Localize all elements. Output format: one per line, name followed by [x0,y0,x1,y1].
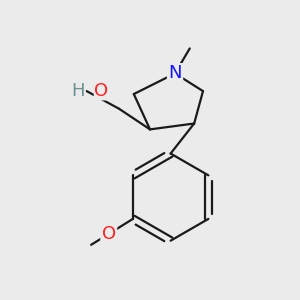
Text: H: H [72,82,85,100]
Text: O: O [102,225,116,243]
Text: O: O [94,82,108,100]
Text: N: N [168,64,182,82]
